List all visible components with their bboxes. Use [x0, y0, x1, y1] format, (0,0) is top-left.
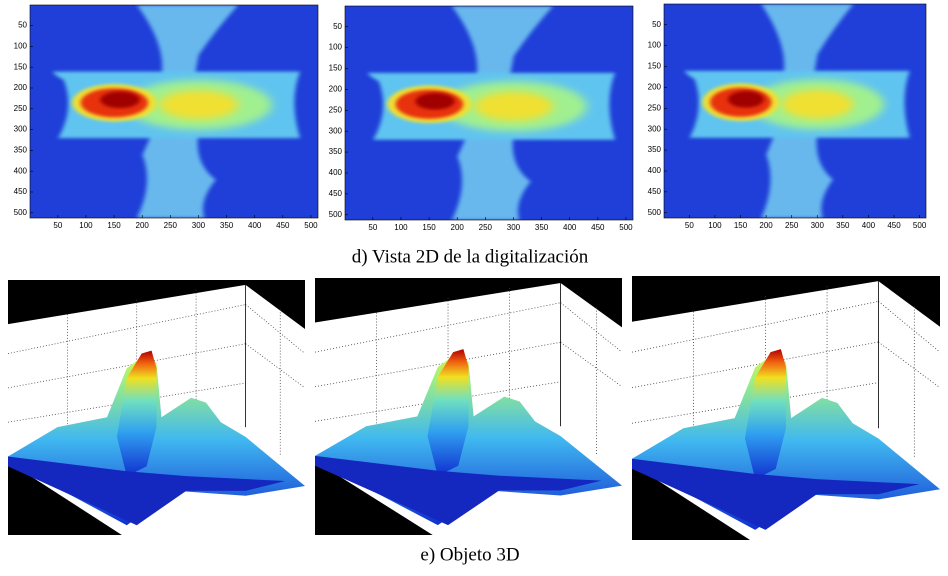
x-tick-label: 400	[862, 221, 876, 230]
x-tick-label: 150	[107, 221, 121, 230]
heatmap	[30, 5, 318, 218]
x-tick-label: 250	[164, 221, 178, 230]
y-tick-label: 500	[648, 208, 662, 217]
y-tick-label: 50	[333, 22, 342, 31]
y-tick-label: 300	[648, 124, 662, 133]
x-tick-label: 200	[759, 221, 773, 230]
x-tick-label: 350	[535, 223, 549, 232]
surface-3d	[632, 276, 940, 540]
x-tick-label: 400	[563, 223, 577, 232]
x-tick-label: 50	[53, 221, 62, 230]
x-tick-label: 50	[685, 221, 694, 230]
x-tick-label: 500	[304, 221, 318, 230]
y-tick-label: 100	[648, 41, 662, 50]
y-tick-label: 300	[14, 125, 28, 134]
y-tick-label: 250	[648, 103, 662, 112]
surface-3d	[8, 280, 305, 535]
y-tick-label: 50	[18, 21, 27, 30]
surface-3d	[315, 278, 622, 535]
y-tick-label: 300	[329, 126, 343, 135]
heatmap	[664, 4, 926, 218]
x-tick-label: 150	[422, 223, 436, 232]
caption: e) Objeto 3D	[420, 544, 519, 565]
x-tick-label: 100	[394, 223, 408, 232]
y-tick-label: 400	[648, 166, 662, 175]
y-tick-label: 500	[329, 210, 343, 219]
x-tick-label: 300	[507, 223, 521, 232]
x-tick-label: 250	[785, 221, 799, 230]
x-tick-label: 300	[192, 221, 206, 230]
y-tick-label: 350	[648, 145, 662, 154]
x-tick-label: 200	[451, 223, 465, 232]
x-tick-label: 500	[619, 223, 633, 232]
y-tick-label: 200	[648, 82, 662, 91]
y-tick-label: 150	[648, 62, 662, 71]
y-tick-label: 400	[329, 168, 343, 177]
y-tick-label: 150	[329, 64, 343, 73]
x-tick-label: 300	[811, 221, 825, 230]
y-tick-label: 100	[14, 42, 28, 51]
x-tick-label: 350	[220, 221, 234, 230]
caption: d) Vista 2D de la digitalización	[352, 246, 589, 267]
y-tick-label: 450	[648, 187, 662, 196]
x-tick-label: 250	[479, 223, 493, 232]
x-tick-label: 50	[368, 223, 377, 232]
x-tick-label: 450	[276, 221, 290, 230]
heatmap	[345, 6, 633, 220]
x-tick-label: 400	[248, 221, 262, 230]
y-tick-label: 150	[14, 62, 28, 71]
y-tick-label: 100	[329, 43, 343, 52]
x-tick-label: 150	[734, 221, 748, 230]
y-tick-label: 200	[14, 83, 28, 92]
y-tick-label: 450	[329, 189, 343, 198]
y-tick-label: 400	[14, 166, 28, 175]
x-tick-label: 200	[136, 221, 150, 230]
y-tick-label: 250	[329, 105, 343, 114]
x-tick-label: 450	[887, 221, 901, 230]
y-tick-label: 200	[329, 84, 343, 93]
y-tick-label: 350	[329, 147, 343, 156]
x-tick-label: 100	[708, 221, 722, 230]
x-tick-label: 500	[913, 221, 927, 230]
y-tick-label: 250	[14, 104, 28, 113]
y-tick-label: 50	[652, 20, 661, 29]
x-tick-label: 350	[836, 221, 850, 230]
y-tick-label: 500	[14, 208, 28, 217]
y-tick-label: 450	[14, 187, 28, 196]
x-tick-label: 100	[79, 221, 93, 230]
x-tick-label: 450	[591, 223, 605, 232]
y-tick-label: 350	[14, 146, 28, 155]
